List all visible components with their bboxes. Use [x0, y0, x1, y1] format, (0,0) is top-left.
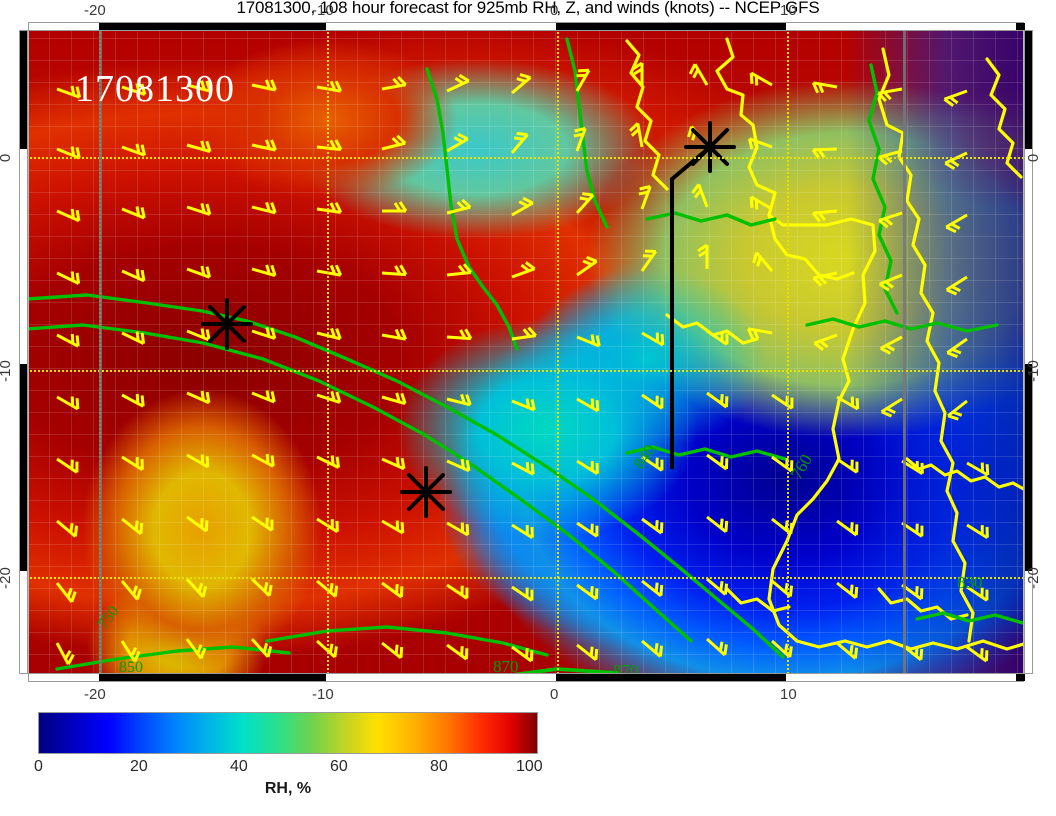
date-stamp-overlay: 17081300: [75, 68, 235, 110]
contour-label-830: 830: [957, 573, 983, 592]
colorbar-tick-100: 100: [516, 758, 543, 775]
xtick-bottom-1: -10: [312, 686, 334, 703]
graticule-lat-m10: [29, 370, 1023, 372]
ytick-right-2: -20: [1025, 567, 1042, 589]
graticule-lon-m10: [327, 31, 329, 673]
colorbar: 0 20 40 60 80 100 RH, %: [34, 712, 543, 797]
meridian-highlight-west: [99, 31, 102, 673]
ytick-right-0: 0: [1025, 153, 1042, 163]
graticule-lat-0: [29, 157, 1023, 159]
graticule-lat-m20: [29, 577, 1023, 579]
asterisk-marker-1: [684, 121, 736, 173]
colorbar-tick-40: 40: [230, 758, 248, 775]
contour-label-870-a: 870: [493, 657, 519, 674]
map-plot: 870 870 830 840 760 750 850 17081300 -20…: [0, 2, 1042, 703]
xtick-bottom-0: -20: [84, 686, 106, 703]
colorbar-tick-60: 60: [330, 758, 348, 775]
xtick-bottom-3: 10: [780, 686, 797, 703]
graticule-lon-10: [787, 31, 789, 673]
ytick-left-1: -10: [0, 360, 14, 382]
ytick-left-2: -20: [0, 567, 14, 589]
xtick-top-3: 10: [780, 2, 797, 19]
ytick-right-1: -10: [1025, 360, 1042, 382]
axis-bar-left: [19, 30, 28, 674]
xtick-top-2: 0: [550, 2, 559, 19]
colorbar-label: RH, %: [264, 780, 312, 797]
rh-heatmap-canvas: 870 870 830 840 760 750 850 17081300: [28, 30, 1024, 674]
geopotential-height-contours: [29, 37, 1023, 673]
axis-bar-top: [28, 22, 1025, 31]
colorbar-tick-80: 80: [430, 758, 448, 775]
asterisk-marker-3: [400, 466, 452, 518]
contour-label-870-b: 870: [613, 661, 639, 674]
axis-bar-bottom: [28, 673, 1025, 682]
colorbar-gradient: [38, 712, 538, 754]
axis-bar-right: [1024, 30, 1033, 674]
colorbar-tick-0: 0: [34, 758, 43, 775]
meridian-highlight-east: [903, 31, 906, 673]
xtick-top-1: -10: [312, 2, 334, 19]
page-title: 17081300, 108 hour forecast for 925mb RH…: [236, 0, 820, 17]
xtick-top-0: -20: [84, 2, 106, 19]
colorbar-tick-20: 20: [130, 758, 148, 775]
xtick-bottom-2: 0: [550, 686, 559, 703]
graticule-lon-0: [557, 31, 559, 673]
contour-label-850: 850: [119, 659, 143, 674]
asterisk-marker-2: [201, 298, 253, 350]
ytick-left-0: 0: [0, 154, 14, 162]
